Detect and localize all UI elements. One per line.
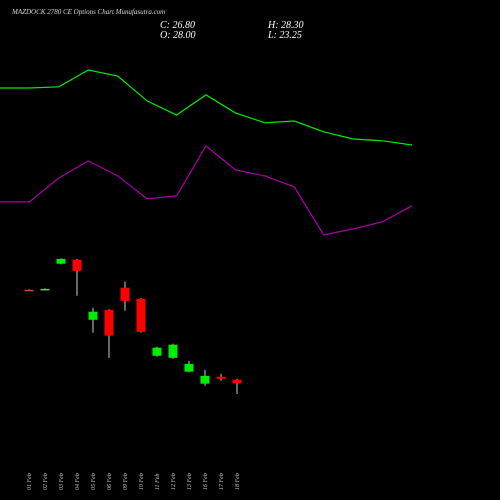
candle-body [72, 259, 82, 271]
close-label: C: 26.80 [160, 20, 195, 31]
x-tick-label: 09 Feb [123, 473, 129, 490]
high-label: H: 28.30 [267, 20, 304, 31]
x-tick-label: 01 Feb [27, 473, 33, 490]
open-label: O: 28.00 [160, 30, 196, 41]
candle-body [216, 376, 226, 379]
candle-body [200, 375, 210, 384]
chart-title: MAZDOCK 2780 CE Options Chart Munafasutr… [11, 8, 165, 16]
candle-body [24, 289, 34, 292]
candle-body [184, 363, 194, 372]
candle-body [88, 311, 98, 320]
x-tick-label: 17 Feb [219, 473, 225, 490]
x-tick-label: 16 Feb [203, 473, 209, 490]
candle-body [168, 344, 178, 358]
x-tick-label: 18 Feb [235, 473, 241, 490]
indicator-line [0, 69, 413, 146]
candle-body [104, 309, 114, 336]
indicator-line [0, 144, 413, 236]
candle-body [40, 288, 50, 291]
candle-body [56, 258, 66, 264]
low-label: L: 23.25 [267, 30, 302, 41]
candle-body [152, 347, 162, 356]
candle-body [120, 287, 130, 301]
x-tick-label: 05 Feb [91, 473, 97, 490]
x-tick-label: 12 Feb [171, 473, 177, 490]
x-tick-label: 11 Feb [155, 474, 161, 490]
x-tick-label: 10 Feb [139, 473, 145, 490]
x-tick-label: 03 Feb [59, 473, 65, 490]
x-tick-label: 06 Feb [107, 473, 113, 490]
candle-body [136, 298, 146, 332]
candle-body [232, 379, 242, 384]
x-tick-label: 04 Feb [74, 473, 81, 490]
x-tick-label: 02 Feb [43, 473, 49, 490]
x-tick-label: 13 Feb [187, 473, 193, 490]
